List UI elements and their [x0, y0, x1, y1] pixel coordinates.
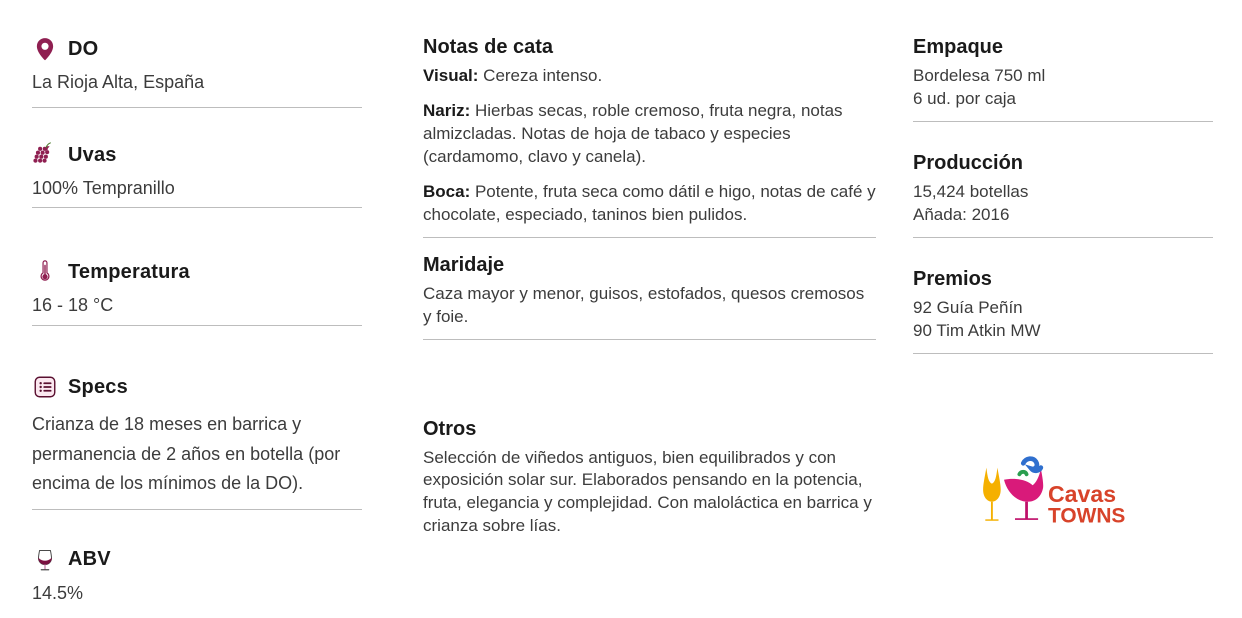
svg-text:TOWNS: TOWNS [1048, 504, 1125, 527]
svg-text:Cavas: Cavas [1048, 480, 1116, 506]
